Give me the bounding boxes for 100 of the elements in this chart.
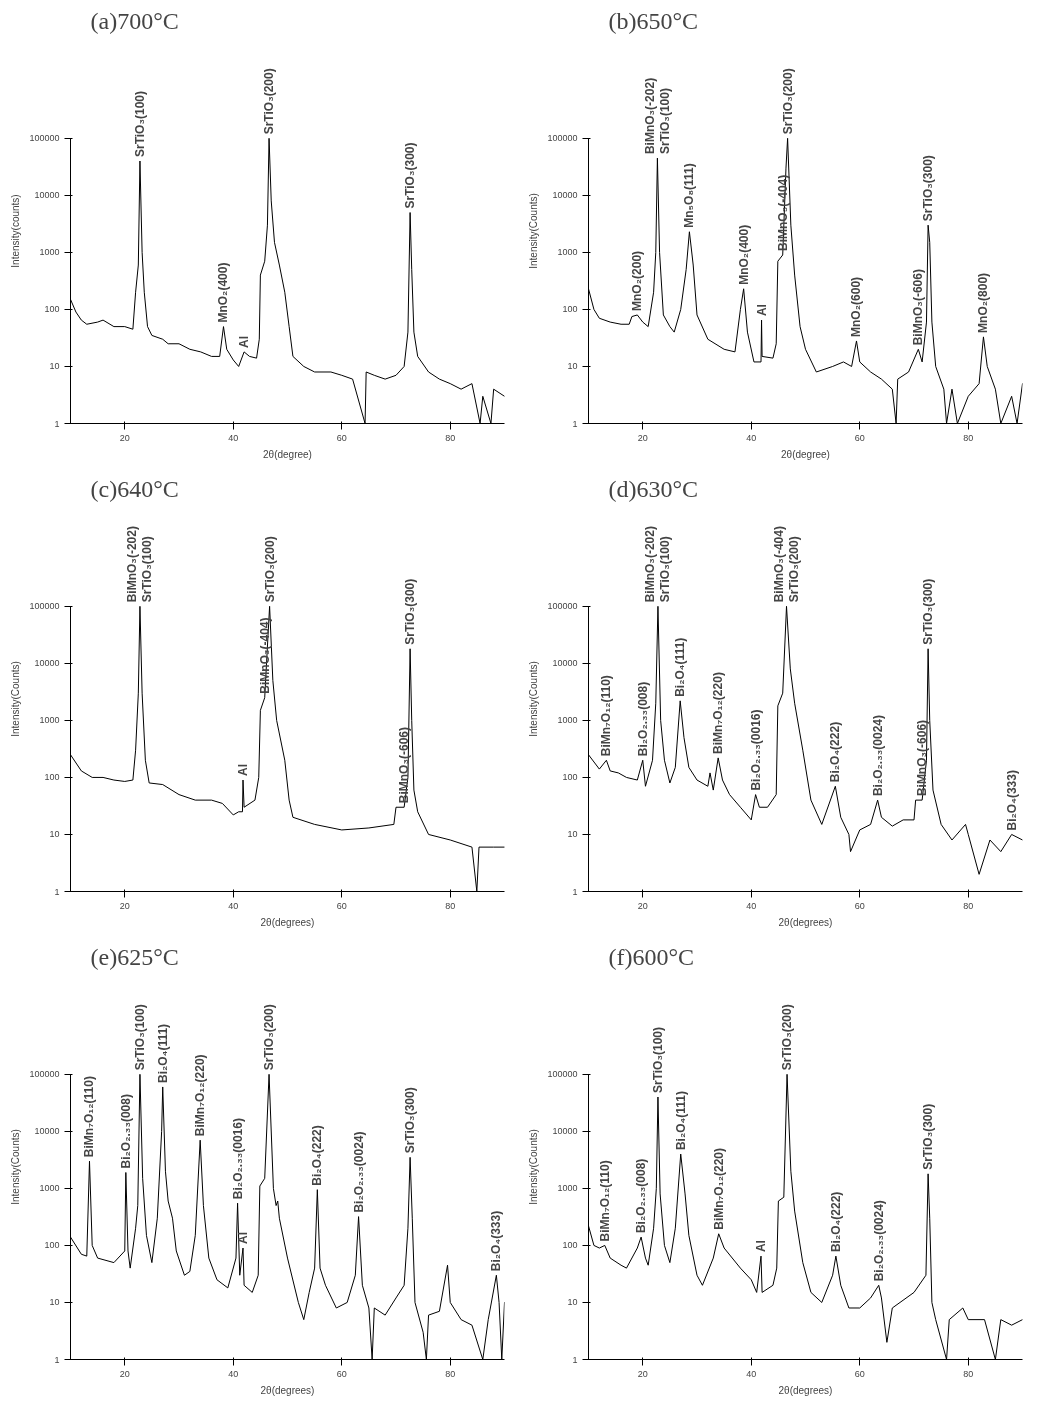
annotation: SrTiO₃(200) [780,1004,795,1071]
annotation: SrTiO₃(200) [780,68,795,135]
annotation: Bi₂O₂.₃₃(0016) [230,1118,245,1200]
x-tick-label: 60 [336,900,347,911]
x-tick-label: 20 [637,432,648,443]
x-axis-title: 2θ(degrees) [260,1384,315,1396]
y-tick-label: 10000 [34,658,60,669]
annotation: BiMnO₃(-606) [911,269,926,346]
annotation: SrTiO₃(200) [262,1004,277,1071]
annotation: Bi₂O₂.₃₃(0024) [351,1131,366,1213]
annotation: MnO₂(800) [976,272,991,333]
annotation: BiMnO₃(-606) [915,719,930,797]
annotation: SrTiO₃(100) [140,536,155,603]
y-tick-label: 10 [567,829,578,840]
x-tick-label: 20 [637,1368,648,1379]
y-tick-label: 1 [572,418,578,429]
y-tick-label: 1000 [39,247,60,258]
x-tick-label: 80 [963,432,974,443]
annotation: Bi₂O₂.₃₃(0016) [748,709,763,791]
annotation: BiMn₇O₁₂(110) [82,1076,97,1158]
y-tick-label: 10000 [34,1126,60,1137]
chart-title: (e)625°C [90,943,179,970]
y-tick-label: 100 [562,772,578,783]
y-tick-label: 10000 [552,658,578,669]
chart-title: (d)630°C [608,475,699,502]
annotation: SrTiO₃(200) [262,68,277,135]
y-tick-label: 1000 [557,247,578,258]
y-tick-label: 1 [572,886,578,897]
x-tick-label: 80 [445,432,456,443]
annotation: SrTiO₃(100) [657,88,672,155]
y-tick-label: 100 [44,772,60,783]
x-tick-label: 20 [119,1368,130,1379]
y-tick-label: 100 [44,304,60,315]
annotation: Bi₂O₄(111) [673,637,688,697]
annotation: BiMn₇O₁₂(110) [597,1160,612,1242]
annotation: BiMn₇O₁₂(110) [599,675,614,757]
annotation: Bi₂O₂.₃₃(008) [634,1158,649,1234]
y-tick-label: 1000 [39,1183,60,1194]
y-tick-label: 1 [572,1354,578,1365]
x-tick-label: 80 [445,1368,456,1379]
x-tick-label: 40 [746,432,757,443]
chart-title: (c)640°C [90,475,179,502]
annotation: BiMn₇O₁₂(220) [711,1148,726,1230]
annotation: SrTiO₃(300) [403,1087,418,1154]
annotation: SrTiO₃(100) [658,536,673,603]
annotation: BiMnO₃(-202) [125,526,140,603]
y-tick-label: 1000 [557,1183,578,1194]
annotation: Bi₂O₄(222) [310,1125,325,1186]
annotation: Al [754,304,769,317]
annotation: Bi₂O₂.₃₃(0024) [870,715,885,797]
annotation: Bi₂O₂.₃₃(008) [118,1094,133,1169]
x-axis-title: 2θ(degrees) [778,916,833,928]
y-tick-label: 10 [49,361,60,372]
annotation: SrTiO₃(300) [921,155,936,222]
annotation: SrTiO₃(200) [262,536,277,603]
annotation: BiMn₇O₁₂(220) [711,672,726,754]
x-tick-label: 80 [963,900,974,911]
chart-title: (b)650°C [608,7,699,34]
y-tick-label: 10000 [552,190,578,201]
annotation: SrTiO₃(300) [403,142,418,209]
annotation: Al [236,1232,251,1245]
y-axis-title: Intensity(Counts) [10,661,22,737]
annotation: Mn₅O₈(111) [682,163,697,228]
annotation: SrTiO₃(100) [132,90,147,158]
y-tick-label: 100000 [29,601,60,612]
y-tick-label: 10 [567,361,578,372]
annotation: Bi₂O₄(222) [828,721,843,783]
y-tick-label: 100 [562,304,578,315]
annotation: BiMn₇O₁₂(220) [193,1054,208,1137]
x-tick-label: 60 [336,1368,347,1379]
annotation: BiMnO₃(-404) [775,174,790,251]
x-tick-label: 40 [746,1368,757,1379]
y-tick-label: 10 [49,829,60,840]
annotation: BiMnO₃(-404) [257,617,272,694]
annotation: BiMnO₃(-404) [772,526,787,603]
annotation: MnO₂(400) [736,224,751,285]
annotation: Bi₂O₄(333) [1004,770,1019,831]
annotation: Bi₂O₂.₃₃(0024) [871,1200,886,1282]
annotation: Al [236,764,251,777]
y-tick-label: 1 [54,418,60,429]
x-tick-label: 40 [228,1368,239,1379]
y-tick-label: 100 [44,1240,60,1251]
chart-title: (a)700°C [90,7,179,34]
y-tick-label: 100000 [547,601,578,612]
y-tick-label: 100000 [29,1069,60,1080]
y-tick-label: 100000 [547,1069,578,1080]
annotation: BiMnO₃(-606) [397,727,412,804]
x-tick-label: 40 [746,900,757,911]
annotation: MnO₂(400) [216,262,231,323]
x-tick-label: 60 [854,432,865,443]
y-tick-label: 10 [49,1297,60,1308]
y-axis-title: Intensity(counts) [10,194,22,268]
y-tick-label: 1000 [557,715,578,726]
y-tick-label: 100000 [29,133,60,144]
x-tick-label: 40 [228,900,239,911]
x-tick-label: 20 [637,900,648,911]
y-axis-title: Intensity(Counts) [528,193,540,269]
y-tick-label: 1 [54,886,60,897]
annotation: Bi₂O₂.₃₃(008) [635,681,650,757]
x-tick-label: 60 [336,432,347,443]
